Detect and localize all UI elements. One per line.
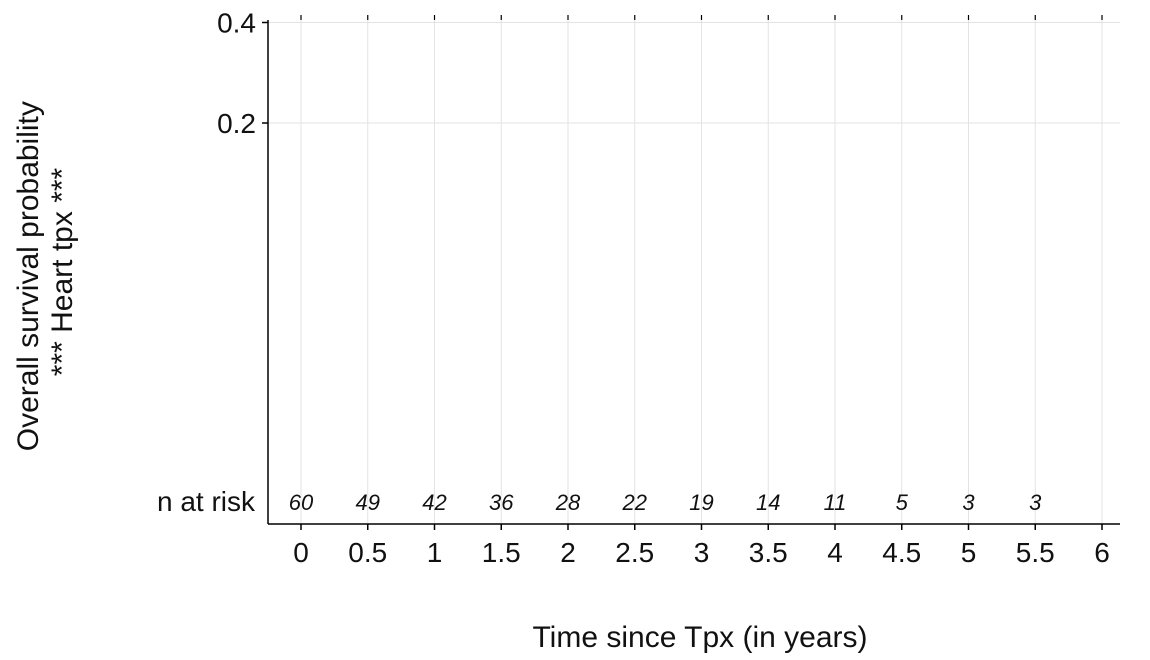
x-tick-label: 4 xyxy=(827,537,843,568)
risk-count: 49 xyxy=(356,490,380,515)
risk-count: 19 xyxy=(689,490,713,515)
risk-count: 36 xyxy=(489,490,514,515)
risk-count: 11 xyxy=(824,490,847,515)
x-tick-label: 3 xyxy=(694,537,710,568)
risk-count: 60 xyxy=(289,490,314,515)
x-tick-label: 0 xyxy=(293,537,309,568)
risk-table: n at risk 60 49 42 36 28 22 19 14 11 5 3 3 xyxy=(157,486,1042,517)
risk-count: 28 xyxy=(555,490,581,515)
x-tick-label: 1 xyxy=(427,537,443,568)
risk-count: 22 xyxy=(622,490,647,515)
y-tick-label: 0.4 xyxy=(217,8,256,39)
y-axis-title-line-1: Overall survival probability xyxy=(12,101,45,451)
x-tick-label: 6 xyxy=(1094,537,1110,568)
risk-table-label: n at risk xyxy=(157,486,256,517)
y-axis-title-line-2: *** Heart tpx *** xyxy=(46,167,79,376)
x-tick-label: 1.5 xyxy=(482,537,521,568)
x-tick-label: 5 xyxy=(961,537,977,568)
x-axis: 0 0.5 1 1.5 2 2.5 3 3.5 4 4.5 5 5.5 6 xyxy=(293,15,1110,568)
x-tick-label: 2 xyxy=(560,537,576,568)
risk-count: 3 xyxy=(1029,490,1042,515)
x-axis-title: Time since Tpx (in years) xyxy=(532,621,867,654)
risk-count: 5 xyxy=(896,490,909,515)
y-axis: 0.20.40.60.81 xyxy=(217,8,268,139)
x-tick-label: 5.5 xyxy=(1016,537,1055,568)
risk-count: 14 xyxy=(756,490,780,515)
x-tick-label: 0.5 xyxy=(348,537,387,568)
grid xyxy=(268,20,1120,524)
x-tick-label: 2.5 xyxy=(615,537,654,568)
y-tick-label: 0.2 xyxy=(217,108,256,139)
x-tick-label: 3.5 xyxy=(749,537,788,568)
risk-count: 3 xyxy=(962,490,975,515)
x-tick-label: 4.5 xyxy=(882,537,921,568)
y-axis-title: Overall survival probability *** Heart t… xyxy=(12,93,79,451)
plot-frame xyxy=(267,20,1120,525)
risk-count: 42 xyxy=(422,490,446,515)
